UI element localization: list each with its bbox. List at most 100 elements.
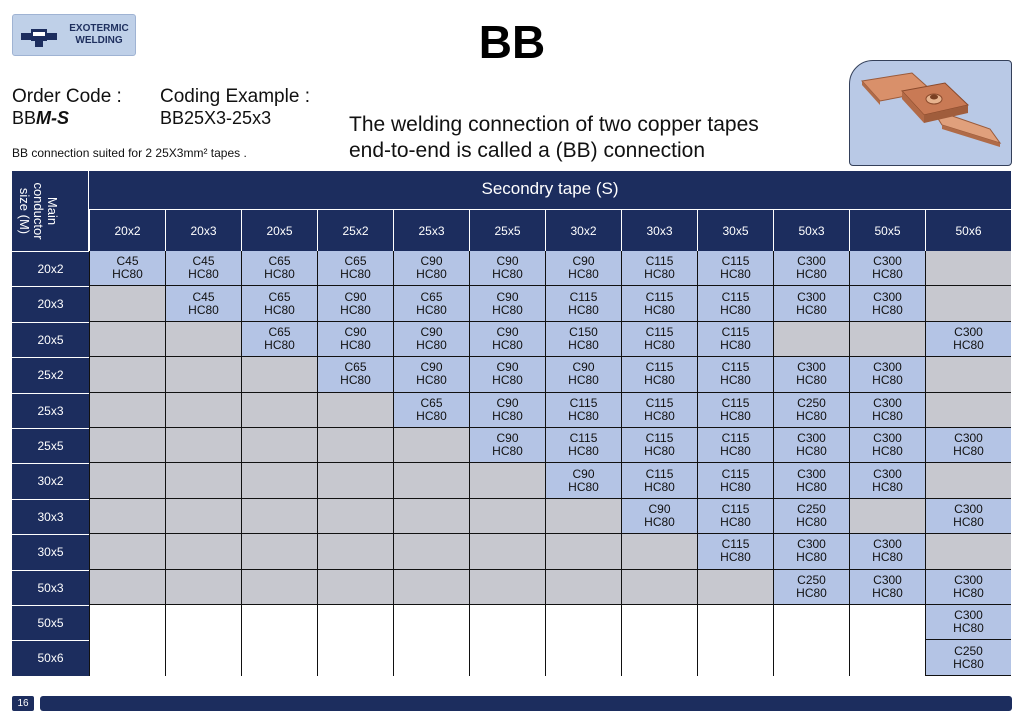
cartridge-code: C115: [569, 431, 598, 446]
table-cell: [241, 392, 317, 428]
mould-code: HC80: [568, 479, 599, 494]
table-cell: [621, 534, 697, 570]
table-cell: [621, 569, 697, 605]
table-cell: C90 HC80: [469, 392, 545, 428]
table-cell: C90 HC80: [545, 463, 621, 499]
table-cell: [165, 463, 241, 499]
mould-code: HC80: [568, 337, 599, 352]
mould-code: HC80: [872, 267, 903, 282]
table-cell: C300 HC80: [849, 286, 925, 322]
cartridge-code: C90: [420, 254, 443, 269]
cartridge-code: C250: [954, 643, 983, 658]
mould-code: HC80: [720, 373, 751, 388]
cartridge-code: C115: [645, 360, 674, 375]
mould-code: HC80: [796, 373, 827, 388]
cartridge-code: C300: [873, 572, 902, 587]
connection-table: Main conductor size (M) Secondry tape (S…: [12, 171, 1011, 676]
description: The welding connection of two copper tap…: [349, 112, 759, 164]
table-cell: [165, 640, 241, 676]
cartridge-code: C115: [721, 395, 750, 410]
table-cell: C115 HC80: [697, 463, 773, 499]
table-cell: [469, 605, 545, 641]
table-cell: C115 HC80: [621, 392, 697, 428]
table-cell: [165, 357, 241, 393]
table-cell: C300 HC80: [849, 463, 925, 499]
mould-code: HC80: [953, 337, 984, 352]
cartridge-code: C65: [344, 360, 367, 375]
mould-code: HC80: [416, 267, 447, 282]
cartridge-code: C300: [873, 289, 902, 304]
order-code: BBM-S: [12, 108, 69, 129]
table-cell: [241, 357, 317, 393]
table-cell: [469, 498, 545, 535]
mould-code: HC80: [416, 337, 447, 352]
mould-code: HC80: [872, 373, 903, 388]
cartridge-code: C115: [721, 254, 750, 269]
coding-example-label: Coding Example :: [160, 86, 310, 107]
cartridge-code: C115: [645, 324, 674, 339]
row-header: 50x3: [12, 569, 89, 605]
copper-tape-joint-illustration: [861, 72, 1002, 147]
table-cell: [165, 605, 241, 641]
mould-code: HC80: [796, 479, 827, 494]
column-header: 20x5: [241, 209, 317, 251]
mould-code: HC80: [872, 550, 903, 565]
suited-text: BB connection suited for 2 25X3mm² tapes…: [12, 146, 247, 160]
mould-code: HC80: [953, 656, 984, 671]
table-cell: C300 HC80: [849, 428, 925, 464]
table-cell: [621, 605, 697, 641]
mould-code: HC80: [568, 373, 599, 388]
cartridge-code: C115: [569, 395, 598, 410]
table-cell: C90 HC80: [317, 286, 393, 322]
table-cell: C90 HC80: [545, 357, 621, 393]
cartridge-code: C115: [569, 289, 598, 304]
cartridge-code: C300: [954, 501, 983, 516]
description-line-1: The welding connection of two copper tap…: [349, 113, 759, 136]
table-cell: [545, 534, 621, 570]
table-cell: [165, 498, 241, 535]
mould-code: HC80: [492, 373, 523, 388]
cartridge-code: C90: [344, 324, 367, 339]
table-cell: C115 HC80: [697, 286, 773, 322]
table-cell: C300 HC80: [773, 534, 849, 570]
table-cell: [241, 428, 317, 464]
mould-code: HC80: [872, 408, 903, 423]
secondary-tape-header: Secondry tape (S): [89, 171, 1011, 209]
table-cell: C250 HC80: [773, 569, 849, 605]
table-cell: C65 HC80: [241, 251, 317, 287]
table-cell: [849, 321, 925, 358]
cartridge-code: C65: [420, 289, 443, 304]
column-header: 25x3: [393, 209, 469, 251]
table-cell: [545, 640, 621, 676]
table-cell: [317, 428, 393, 464]
table-cell: [393, 534, 469, 570]
table-cell: [925, 534, 1011, 570]
mould-code: HC80: [720, 267, 751, 282]
mould-code: HC80: [644, 444, 675, 459]
cartridge-code: C250: [797, 572, 826, 587]
table-cell: [241, 463, 317, 499]
table-cell: [773, 640, 849, 676]
cartridge-code: C90: [496, 289, 519, 304]
row-header: 30x3: [12, 498, 89, 535]
table-cell: [393, 605, 469, 641]
mould-code: HC80: [416, 302, 447, 317]
cartridge-code: C45: [116, 254, 139, 269]
cartridge-code: C115: [721, 501, 750, 516]
column-header: 30x2: [545, 209, 621, 251]
table-cell: C300 HC80: [849, 534, 925, 570]
mould-code: HC80: [188, 302, 219, 317]
weld-connector-icon: [21, 29, 57, 47]
table-cell: C300 HC80: [925, 498, 1011, 535]
cartridge-code: C90: [496, 360, 519, 375]
table-cell: C300 HC80: [849, 569, 925, 605]
column-header: 30x5: [697, 209, 773, 251]
order-code-prefix: BB: [12, 108, 37, 128]
cartridge-code: C90: [496, 395, 519, 410]
mould-code: HC80: [644, 408, 675, 423]
table-cell: [469, 640, 545, 676]
table-cell: [317, 392, 393, 428]
mould-code: HC80: [492, 302, 523, 317]
mould-code: HC80: [872, 302, 903, 317]
table-cell: [89, 640, 165, 676]
